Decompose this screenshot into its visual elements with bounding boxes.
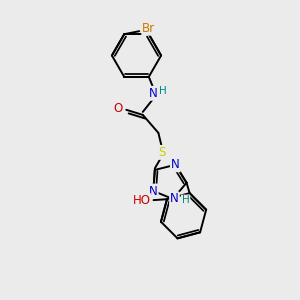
Text: H: H [182,196,189,206]
Text: S: S [158,146,166,159]
Text: H: H [159,86,167,96]
Text: HO: HO [133,194,151,207]
Text: N: N [170,193,179,206]
Text: O: O [113,102,122,116]
Text: N: N [149,87,158,100]
Text: Br: Br [142,22,155,35]
Text: N: N [171,158,180,171]
Text: N: N [149,184,158,197]
